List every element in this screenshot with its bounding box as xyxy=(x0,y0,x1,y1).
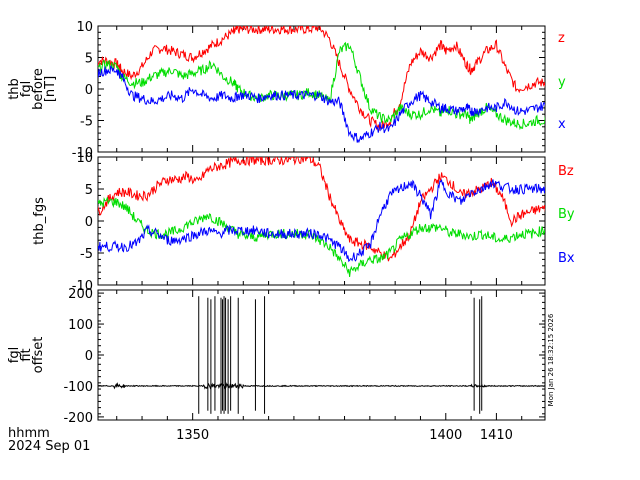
y-tick-label: -200 xyxy=(63,411,93,426)
y-tick-label: 10 xyxy=(76,151,93,166)
y-axis-label: thb xyxy=(7,78,22,100)
y-axis-label: fgl xyxy=(19,81,34,97)
y-tick-label: 5 xyxy=(85,183,93,198)
y-axis-label: fgl xyxy=(7,347,22,363)
series-line-x xyxy=(98,65,545,144)
y-tick-label: 100 xyxy=(68,318,93,333)
x-tick-label: 1410 xyxy=(480,428,513,443)
y-axis-label: [nT] xyxy=(43,76,58,102)
y-tick-label: -100 xyxy=(63,380,93,395)
y-tick-label: 0 xyxy=(85,83,93,98)
legend-label-y: y xyxy=(558,75,566,90)
y-axis-label: thb_fgs xyxy=(32,197,47,245)
legend-label-z: z xyxy=(558,31,565,46)
y-tick-label: 10 xyxy=(76,20,93,35)
panel-frame-3 xyxy=(97,289,546,421)
series-line-Bx xyxy=(98,178,545,263)
y-tick-label: 5 xyxy=(85,52,93,67)
panel-frame-1 xyxy=(97,25,546,153)
x-axis-label-date: 2024 Sep 01 xyxy=(8,439,90,454)
y-tick-label: -5 xyxy=(80,115,93,130)
series-line-y xyxy=(98,41,545,131)
y-axis-label: before xyxy=(31,68,46,110)
y-axis-label: fit xyxy=(19,348,34,361)
y-tick-label: 0 xyxy=(85,215,93,230)
y-tick-label: -5 xyxy=(80,247,93,262)
y-tick-label: 0 xyxy=(85,349,93,364)
legend-label-Bx: Bx xyxy=(558,251,575,266)
y-tick-label: -10 xyxy=(72,279,93,294)
series-line-z xyxy=(98,26,545,131)
x-tick-label: 1400 xyxy=(429,428,462,443)
y-tick-label: 200 xyxy=(68,287,93,302)
x-tick-label: 1350 xyxy=(176,428,209,443)
legend-label-Bz: Bz xyxy=(558,164,574,179)
render-timestamp: Mon Jan 26 18:32:15 2026 xyxy=(547,313,555,406)
legend-label-By: By xyxy=(558,207,575,222)
y-axis-label: offset xyxy=(31,337,46,374)
series-line-By xyxy=(98,196,545,278)
x-axis-label-units: hhmm xyxy=(8,426,50,441)
offset-line xyxy=(98,381,545,390)
legend-label-x: x xyxy=(558,117,566,132)
y-tick-label: -10 xyxy=(72,146,93,161)
